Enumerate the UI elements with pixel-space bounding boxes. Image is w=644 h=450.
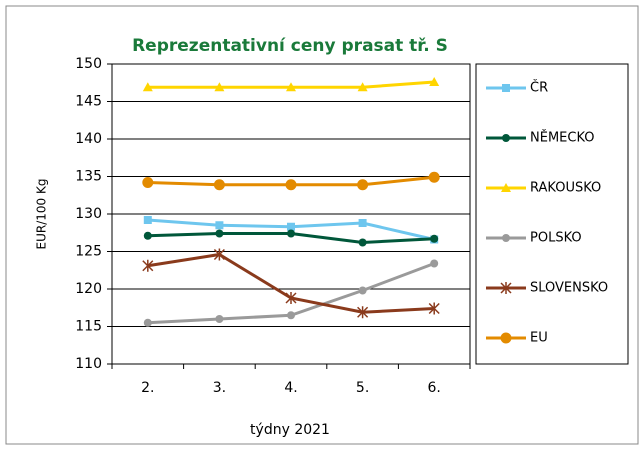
y-tick-label: 120 <box>75 281 102 297</box>
y-axis-label: EUR/100 Kg <box>35 179 49 250</box>
data-point <box>358 286 367 295</box>
data-point <box>429 77 440 86</box>
legend-marker <box>502 134 510 142</box>
data-point <box>213 179 225 191</box>
data-point <box>142 259 154 272</box>
x-tick-label: 5. <box>356 380 369 396</box>
data-point <box>428 171 440 183</box>
x-tick-label: 6. <box>428 380 441 396</box>
data-point <box>213 248 225 261</box>
data-point <box>214 82 225 92</box>
legend-label: NĚMECKO <box>530 130 595 146</box>
legend-box <box>475 63 629 365</box>
x-tick-label: 2. <box>141 380 154 396</box>
data-point <box>215 229 224 238</box>
data-point <box>142 82 153 92</box>
legend-label: ČR <box>530 80 548 96</box>
data-point <box>358 238 367 247</box>
data-point <box>430 259 439 268</box>
chart-title: Reprezentativní ceny prasat tř. S <box>132 36 448 56</box>
data-point <box>215 315 224 323</box>
plot-border <box>111 63 471 365</box>
y-tick-label: 145 <box>75 94 102 110</box>
data-point <box>285 179 297 191</box>
legend-marker <box>500 332 512 344</box>
legend-label: RAKOUSKO <box>530 181 601 196</box>
data-point <box>143 318 152 327</box>
legend-marker <box>502 234 510 242</box>
legend-marker <box>502 84 510 92</box>
legend-label: POLSKO <box>530 231 582 246</box>
y-tick-label: 140 <box>75 131 102 147</box>
data-point <box>215 221 224 230</box>
legend-label: SLOVENSKO <box>530 281 608 296</box>
x-axis-label: týdny 2021 <box>250 422 330 438</box>
x-tick-label: 3. <box>213 380 226 396</box>
data-point <box>430 234 439 243</box>
y-tick-label: 150 <box>75 56 102 72</box>
data-point <box>143 216 152 224</box>
x-tick-label: 4. <box>284 380 297 396</box>
data-point <box>358 219 367 227</box>
y-tick-label: 115 <box>75 319 102 335</box>
data-point <box>286 82 296 92</box>
y-tick-label: 130 <box>75 206 102 222</box>
legend-label: EU <box>530 331 548 346</box>
data-point <box>357 306 369 319</box>
data-point <box>357 179 369 191</box>
legend-marker <box>501 183 511 192</box>
y-tick-label: 110 <box>75 356 102 372</box>
data-point <box>287 311 295 320</box>
data-point <box>287 222 295 231</box>
data-point <box>428 302 440 315</box>
legend-marker <box>500 282 512 294</box>
y-tick-label: 125 <box>75 244 102 260</box>
data-point <box>143 231 152 240</box>
data-point <box>357 82 368 92</box>
data-point <box>287 229 295 238</box>
y-tick-label: 135 <box>75 169 102 185</box>
data-point <box>285 292 297 304</box>
data-point <box>142 177 154 188</box>
